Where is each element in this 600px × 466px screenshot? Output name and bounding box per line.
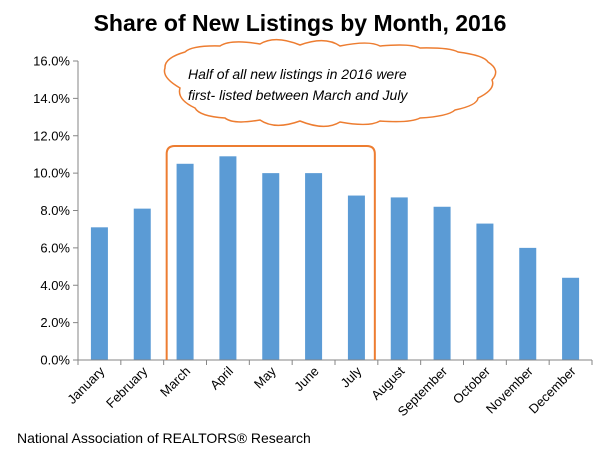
x-tick-label: December: [526, 363, 579, 416]
bar-october: [476, 223, 494, 360]
y-tick-label: 16.0%: [33, 54, 70, 69]
chart-title: Share of New Listings by Month, 2016: [94, 10, 507, 36]
y-tick-label: 2.0%: [40, 315, 70, 330]
x-tick-label: October: [450, 363, 494, 407]
bar-february: [133, 208, 151, 360]
bar-january: [90, 227, 108, 360]
callout-cloud: Half of all new listings in 2016 were fi…: [163, 38, 497, 128]
bar-august: [390, 197, 408, 360]
bar-december: [562, 277, 580, 360]
y-tick-label: 8.0%: [40, 203, 70, 218]
x-tick-label: March: [157, 364, 193, 400]
callout-line-2: first- listed between March and July: [188, 87, 408, 103]
x-tick-label: July: [338, 363, 365, 390]
x-tick-label: February: [103, 363, 151, 411]
x-tick-label: June: [291, 364, 322, 395]
y-axis: 0.0% 2.0% 4.0% 6.0% 8.0% 10.0% 12.0% 14.0% 16.0%: [33, 54, 79, 368]
x-tick-label: August: [368, 363, 407, 402]
source-note: National Association of REALTORS® Resear…: [17, 430, 311, 446]
march-july-bracket: [165, 145, 376, 360]
cloud-shape: [163, 38, 497, 128]
callout-line-1: Half of all new listings in 2016 were: [188, 66, 407, 82]
bar-june: [305, 173, 323, 360]
bar-series: [90, 156, 580, 360]
y-tick-label: 6.0%: [40, 240, 70, 255]
bar-september: [433, 206, 451, 360]
y-tick-label: 14.0%: [33, 91, 70, 106]
bar-march: [176, 163, 194, 360]
y-tick-label: 0.0%: [40, 353, 70, 368]
x-tick-label: April: [207, 363, 236, 392]
y-tick-label: 12.0%: [33, 128, 70, 143]
x-tick-label: May: [251, 363, 279, 391]
bar-april: [219, 156, 237, 360]
bar-may: [262, 173, 280, 360]
bar-july: [347, 195, 365, 360]
y-tick-label: 10.0%: [33, 166, 70, 181]
bar-november: [519, 247, 537, 360]
y-tick-label: 4.0%: [40, 278, 70, 293]
x-tick-label: January: [64, 363, 108, 407]
